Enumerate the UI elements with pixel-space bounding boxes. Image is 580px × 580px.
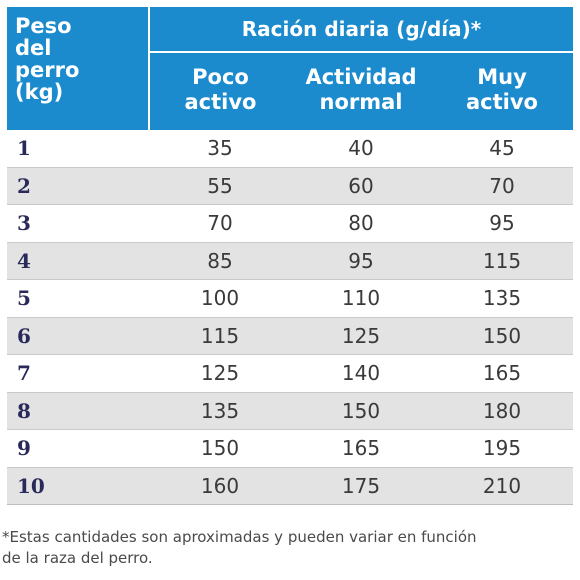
weight-cell: 7 [7, 354, 149, 393]
normal-activity-cell: 80 [291, 204, 431, 243]
low-activity-cell: 150 [149, 429, 291, 468]
header-normal-activity: Actividad normal [291, 52, 431, 130]
high-activity-cell: 95 [431, 204, 574, 243]
header-dog-weight: Peso del perro (kg) [7, 7, 150, 130]
footnote-line-1: *Estas cantidades son aproximadas y pued… [2, 528, 477, 546]
header-low-activity-line-2: activo [184, 89, 257, 114]
header-high-activity-line-2: activo [466, 89, 538, 114]
low-activity-cell: 115 [149, 317, 291, 355]
header-low-activity-line-1: Poco [192, 64, 249, 89]
normal-activity-cell: 60 [291, 167, 431, 205]
weight-cell: 5 [7, 279, 149, 318]
table-row: 2 55 60 70 [7, 167, 574, 205]
low-activity-cell: 160 [149, 467, 291, 505]
footnote-line-2: de la raza del perro. [2, 549, 153, 567]
table-header: Peso del perro (kg) Ración diaria (g/día… [7, 7, 574, 130]
weight-cell: 6 [7, 317, 149, 355]
high-activity-cell: 195 [431, 429, 574, 468]
low-activity-cell: 135 [149, 392, 291, 430]
high-activity-cell: 45 [431, 130, 574, 168]
normal-activity-cell: 150 [291, 392, 431, 430]
table-body: 1 35 40 45 2 55 60 70 3 70 80 95 4 85 95 [7, 130, 574, 505]
high-activity-cell: 180 [431, 392, 574, 430]
weight-cell: 8 [7, 392, 149, 430]
normal-activity-cell: 95 [291, 242, 431, 280]
low-activity-cell: 100 [149, 279, 291, 318]
table-row: 1 35 40 45 [7, 130, 574, 168]
weight-cell: 10 [7, 467, 149, 505]
weight-cell: 9 [7, 429, 149, 468]
normal-activity-cell: 40 [291, 130, 431, 168]
weight-cell: 3 [7, 204, 149, 243]
normal-activity-cell: 110 [291, 279, 431, 318]
table-row: 9 150 165 195 [7, 429, 574, 468]
table-row: 3 70 80 95 [7, 204, 574, 243]
footnote: *Estas cantidades son aproximadas y pued… [2, 527, 572, 569]
header-weight-line-4: (kg) [15, 80, 64, 104]
header-high-activity: Muy activo [431, 52, 574, 130]
table-row: 5 100 110 135 [7, 279, 574, 318]
high-activity-cell: 135 [431, 279, 574, 318]
high-activity-cell: 165 [431, 354, 574, 393]
normal-activity-cell: 125 [291, 317, 431, 355]
table-row: 8 135 150 180 [7, 392, 574, 430]
weight-cell: 2 [7, 167, 149, 205]
normal-activity-cell: 140 [291, 354, 431, 393]
high-activity-cell: 115 [431, 242, 574, 280]
header-normal-activity-line-2: normal [319, 89, 403, 114]
table-row: 10 160 175 210 [7, 467, 574, 505]
high-activity-cell: 70 [431, 167, 574, 205]
normal-activity-cell: 175 [291, 467, 431, 505]
weight-cell: 4 [7, 242, 149, 280]
low-activity-cell: 35 [149, 130, 291, 168]
low-activity-cell: 70 [149, 204, 291, 243]
header-high-activity-line-1: Muy [477, 64, 527, 89]
normal-activity-cell: 165 [291, 429, 431, 468]
ration-table-container: Peso del perro (kg) Ración diaria (g/día… [7, 7, 574, 505]
high-activity-cell: 210 [431, 467, 574, 505]
low-activity-cell: 125 [149, 354, 291, 393]
table-row: 6 115 125 150 [7, 317, 574, 355]
weight-cell: 1 [7, 130, 149, 168]
header-weight-line-2: del [15, 36, 52, 60]
header-weight-line-3: perro [15, 58, 80, 82]
header-low-activity: Poco activo [149, 52, 291, 130]
daily-ration-table: Peso del perro (kg) Ración diaria (g/día… [7, 7, 574, 505]
table-row: 4 85 95 115 [7, 242, 574, 280]
header-daily-ration: Ración diaria (g/día)* [149, 7, 574, 53]
header-weight-line-1: Peso [15, 14, 72, 38]
high-activity-cell: 150 [431, 317, 574, 355]
header-normal-activity-line-1: Actividad [305, 64, 417, 89]
low-activity-cell: 85 [149, 242, 291, 280]
table-row: 7 125 140 165 [7, 354, 574, 393]
low-activity-cell: 55 [149, 167, 291, 205]
